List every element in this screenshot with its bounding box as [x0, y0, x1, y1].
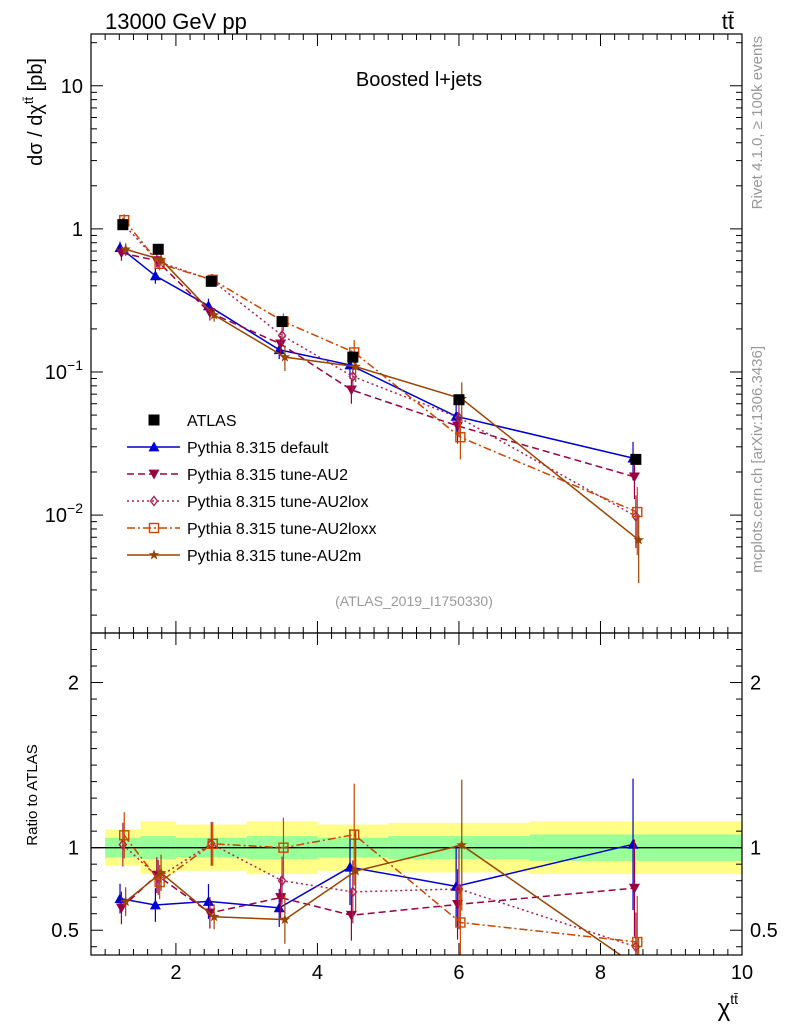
legend-marker [148, 522, 160, 534]
legend-label: Pythia 8.315 tune-AU2lox [187, 494, 368, 511]
x-axis-label: χtt̄ [718, 991, 738, 1022]
x-tick-label: 4 [312, 962, 323, 984]
ratio-point [350, 865, 361, 876]
legend-marker [149, 495, 159, 507]
ratio-point [115, 903, 127, 914]
series-point [120, 243, 131, 254]
ratio-y-tick-label-left: 2 [68, 673, 79, 695]
y-tick-label: 1 [72, 219, 83, 241]
series-point [155, 254, 167, 265]
data-point [117, 219, 129, 231]
data-point [630, 453, 642, 465]
series-point [632, 506, 643, 518]
chart-title: Boosted l+jets [356, 69, 482, 91]
legend-marker-data [148, 414, 160, 426]
ratio-point [627, 838, 639, 849]
ratio-point [202, 895, 214, 906]
ratio-point [208, 911, 220, 922]
ratio-point [278, 842, 289, 853]
x-tick-label: 2 [170, 962, 181, 984]
series-point [628, 472, 640, 483]
x-tick-label: 10 [731, 962, 753, 984]
series-point [277, 329, 287, 342]
ratio-y-tick-label-right: 0.5 [750, 920, 778, 942]
ratio-point [119, 830, 130, 841]
ratio-point [277, 875, 287, 887]
series-2 [115, 245, 640, 500]
ratio-y-tick-label-left: 0.5 [51, 920, 79, 942]
ratio-point [345, 910, 357, 921]
data-point [205, 275, 217, 287]
series-point [149, 270, 161, 281]
legend-marker [148, 469, 160, 480]
y-tick-label: 10−2 [45, 500, 83, 527]
ratio-point [349, 829, 360, 840]
mcplots-source-text: mcplots.cern.ch [arXiv:1306.3436] [749, 346, 766, 573]
series-point [279, 351, 291, 362]
ratio-point [154, 876, 165, 888]
collision-label: 13000 GeV pp [105, 9, 247, 34]
ratio-series-4 [119, 783, 643, 955]
y-tick-label: 10 [61, 76, 83, 98]
legend-label: Pythia 8.315 default [187, 440, 329, 457]
ratio-y-tick-label-left: 1 [68, 838, 79, 860]
x-tick-label: 8 [595, 962, 606, 984]
main-panel: Boosted l+jets (ATLAS_2019_I1750330) ATL… [45, 33, 743, 634]
legend-label: Pythia 8.315 tune-AU2m [187, 548, 361, 565]
legend-entry-series-3: Pythia 8.315 tune-AU2lox [127, 494, 368, 511]
ratio-point [628, 883, 640, 894]
legend-marker [148, 549, 160, 560]
legend-entry-series-5: Pythia 8.315 tune-AU2m [127, 548, 361, 565]
y-tick-label: 10−1 [45, 357, 83, 384]
data-point [276, 316, 288, 328]
data-point [152, 243, 164, 255]
process-label: tt̄ [722, 9, 734, 34]
legend-label: Pythia 8.315 tune-AU2loxx [187, 521, 376, 538]
ratio-y-axis-label: Ratio to ATLAS [24, 744, 41, 845]
ratio-panel: 0.5 0.5 1 1 2 2 2 4 6 8 10 [51, 632, 778, 984]
analysis-id: (ATLAS_2019_I1750330) [335, 593, 493, 609]
ratio-point [632, 936, 643, 948]
legend-entry-data: ATLAS [148, 413, 237, 430]
series-point [208, 309, 220, 320]
ratio-point [149, 899, 161, 910]
legend-marker [148, 441, 160, 452]
legend: ATLAS Pythia 8.315 default Pythia 8.315 tu… [127, 413, 376, 565]
ratio-series-5 [120, 779, 643, 972]
series-point [350, 361, 361, 372]
main-frame [90, 33, 743, 634]
series-point [275, 339, 287, 350]
ratio-point [455, 917, 466, 928]
series-point [204, 308, 216, 319]
ratio-point [120, 896, 131, 907]
series-point [633, 534, 644, 545]
ratio-point [456, 839, 468, 850]
ratio-y-tick-label-right: 2 [750, 673, 761, 695]
legend-label: Pythia 8.315 tune-AU2 [187, 467, 348, 484]
legend-label-data: ATLAS [187, 413, 237, 430]
y-axis-label: dσ / dχtt̄ [pb] [21, 58, 47, 166]
data-point [347, 351, 359, 363]
ratio-point [633, 962, 643, 972]
ratio-point [275, 893, 287, 904]
legend-entry-series-1: Pythia 8.315 default [127, 440, 329, 457]
ratio-point [279, 914, 291, 925]
legend-entry-series-2: Pythia 8.315 tune-AU2 [127, 467, 348, 484]
ratio-point [118, 838, 128, 851]
series-point [455, 432, 466, 443]
ratio-point [155, 867, 167, 878]
ratio-y-tick-label-right: 1 [750, 838, 761, 860]
legend-entry-series-4: Pythia 8.315 tune-AU2loxx [127, 521, 376, 538]
data-point [453, 394, 465, 406]
x-tick-label: 6 [453, 962, 464, 984]
rivet-version-text: Rivet 4.1.0, ≥ 100k events [749, 36, 766, 209]
ratio-line [120, 874, 635, 917]
ratio-point [273, 902, 285, 913]
series-point [345, 385, 357, 396]
ratio-frame [90, 632, 743, 956]
ratio-point [207, 838, 218, 850]
